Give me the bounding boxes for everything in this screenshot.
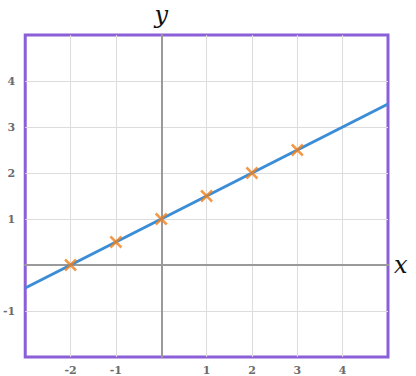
svg-text:2: 2: [8, 167, 16, 180]
svg-text:1: 1: [8, 213, 16, 226]
svg-text:-1: -1: [110, 364, 122, 376]
svg-text:1: 1: [203, 364, 211, 376]
svg-text:-1: -1: [3, 305, 15, 318]
svg-text:4: 4: [8, 75, 16, 88]
svg-text:-2: -2: [64, 364, 76, 376]
svg-text:3: 3: [8, 121, 16, 134]
svg-text:x: x: [394, 251, 408, 279]
svg-text:3: 3: [293, 364, 301, 376]
svg-text:2: 2: [248, 364, 256, 376]
svg-text:y: y: [153, 1, 168, 29]
svg-text:4: 4: [339, 364, 347, 376]
